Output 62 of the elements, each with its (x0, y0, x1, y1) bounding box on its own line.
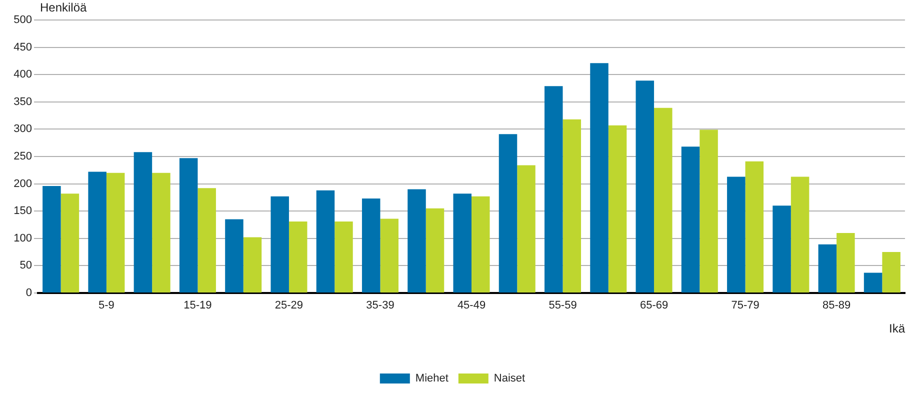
y-tick-label: 350 (14, 96, 32, 108)
bar (243, 237, 262, 292)
bar (152, 172, 170, 292)
bar (654, 108, 672, 292)
x-tick-label: 25-29 (274, 300, 304, 312)
bar (288, 221, 308, 292)
x-tick-label: 75-79 (731, 300, 760, 312)
bar (727, 176, 746, 292)
x-tick-label: 55-59 (548, 300, 577, 312)
y-tick-label: 0 (26, 287, 32, 300)
x-tick-label: 35-39 (366, 300, 394, 312)
y-axis-title: Henkilöä (40, 0, 88, 14)
bar (362, 198, 380, 292)
bar (453, 194, 472, 292)
x-tick-label: 5-9 (98, 300, 114, 312)
bar (270, 196, 289, 292)
bar (544, 86, 563, 292)
bar (772, 206, 791, 292)
bar (316, 190, 335, 292)
bar (106, 172, 125, 292)
bar (225, 219, 244, 292)
y-tick-label: 500 (14, 14, 32, 26)
bar (517, 165, 536, 292)
bar (562, 119, 582, 292)
y-tick-label: 300 (14, 123, 32, 136)
y-tick-label: 150 (14, 205, 32, 218)
y-tick-label: 200 (14, 178, 32, 190)
y-tick-label: 400 (14, 68, 32, 81)
bar (590, 63, 608, 292)
bar (426, 208, 444, 292)
bar (408, 189, 426, 292)
bar (864, 272, 882, 292)
x-tick-label: 85-89 (822, 300, 851, 312)
bar (681, 146, 700, 292)
x-axis-title: Ikä (888, 321, 906, 336)
bar (498, 134, 518, 292)
bar (700, 130, 718, 292)
bar (472, 196, 490, 292)
bar (636, 80, 654, 292)
bar (380, 218, 398, 292)
bar (836, 232, 855, 292)
x-tick-label: 45-49 (457, 300, 486, 312)
bar (42, 186, 61, 292)
y-tick-label: 50 (20, 260, 32, 272)
bar (334, 221, 353, 292)
bar (818, 244, 837, 292)
x-tick-label: 15-19 (184, 300, 212, 312)
bar (179, 158, 198, 292)
legend-label: Miehet (415, 372, 448, 385)
bar (608, 125, 627, 292)
bar (134, 152, 152, 292)
bar (790, 176, 810, 292)
bar (745, 161, 764, 292)
bar (882, 252, 900, 292)
bar (60, 194, 80, 292)
y-tick-label: 250 (14, 150, 32, 163)
y-tick-label: 450 (14, 41, 32, 54)
bar (88, 172, 106, 292)
bar (198, 188, 216, 292)
legend-label: Naiset (494, 372, 526, 385)
x-tick-label: 65-69 (640, 300, 668, 312)
y-tick-label: 100 (14, 232, 32, 244)
